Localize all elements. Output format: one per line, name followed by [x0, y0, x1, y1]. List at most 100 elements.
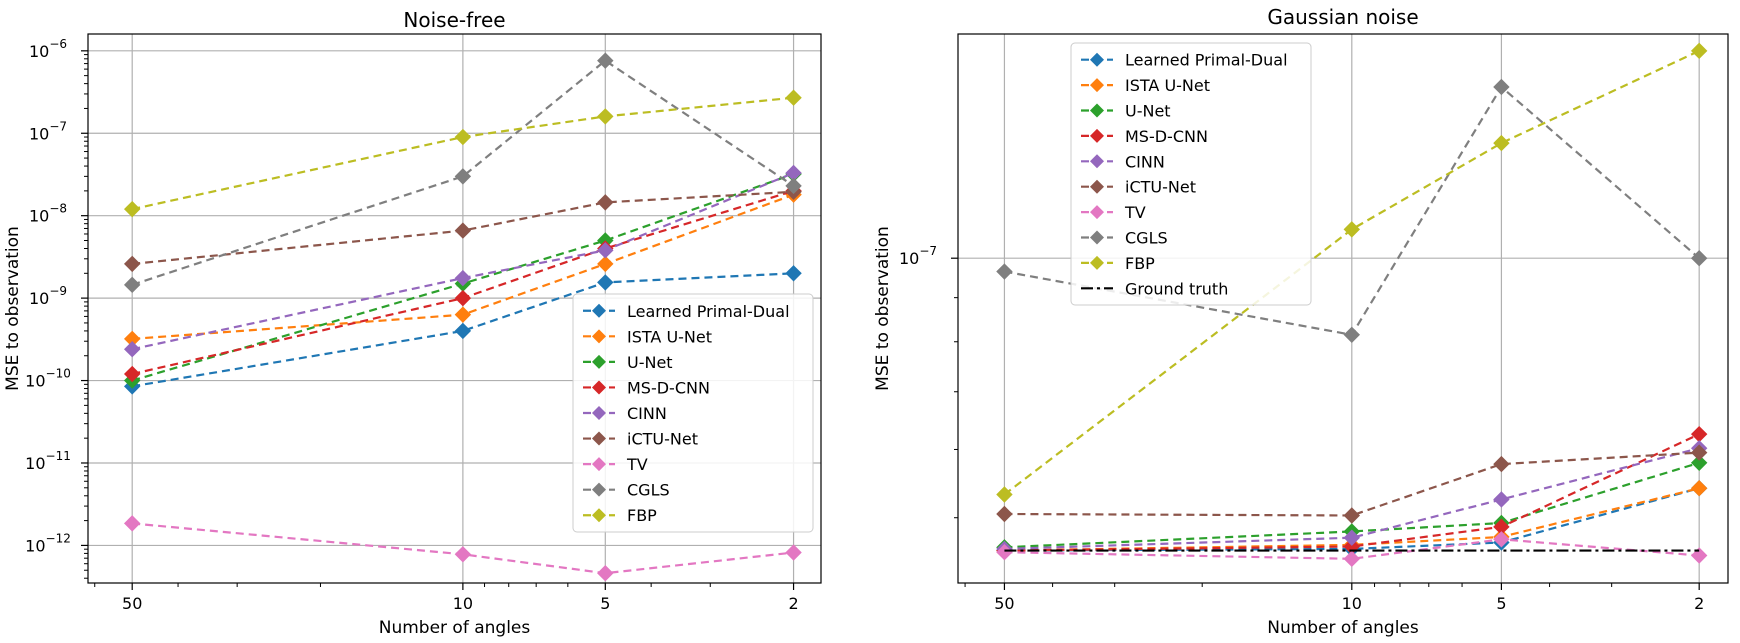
x-tick-label: 50 [994, 594, 1014, 613]
legend-item-ms-d-cnn: MS-D-CNN [583, 378, 710, 397]
series-line-tv [1004, 538, 1700, 560]
data-point-ms-d-cnn-2 [1690, 425, 1708, 443]
legend-item-u-net: U-Net [1081, 102, 1171, 121]
data-point-fbp-10 [1343, 221, 1361, 238]
data-point-tv-10 [454, 546, 472, 563]
data-point-ictu-net-2 [1690, 444, 1708, 461]
data-point-ista-u-net-2 [1690, 480, 1708, 497]
legend-marker [1090, 154, 1104, 169]
x-tick-label: 5 [1496, 594, 1506, 613]
data-point-ictu-net-50 [123, 255, 141, 273]
legend-item-tv: TV [583, 455, 648, 474]
chart-title: Gaussian noise [1267, 5, 1418, 29]
legend-marker [592, 406, 606, 420]
legend-marker [1090, 230, 1104, 245]
series-line-cinn [1004, 447, 1700, 551]
data-point-cgls-2 [1690, 249, 1708, 267]
legend-item-ground-truth: Ground truth [1081, 279, 1228, 298]
legend-marker [592, 380, 606, 395]
data-point-cinn-10 [454, 269, 472, 287]
legend-marker [1090, 103, 1104, 118]
x-tick-label: 5 [600, 594, 610, 613]
legend-label: Learned Primal-Dual [627, 302, 790, 321]
series-line-fbp [131, 96, 794, 211]
y-tick-label: 10−10 [25, 367, 71, 391]
data-point-fbp-50 [123, 200, 141, 218]
legend-item-fbp: FBP [1081, 254, 1155, 273]
legend-label: TV [626, 455, 648, 474]
legend-label: MS-D-CNN [627, 378, 710, 397]
series-ictu-net [996, 444, 1708, 524]
y-tick-label: 10−6 [29, 37, 67, 61]
legend-label: CINN [1125, 152, 1165, 171]
data-point-cinn-50 [123, 341, 141, 358]
legend-label: ISTA U-Net [627, 327, 712, 346]
series-line-u-net [131, 173, 794, 382]
series-tv [996, 531, 1708, 568]
y-tick-label: 10−9 [29, 284, 67, 308]
data-point-cinn-5 [597, 242, 614, 259]
y-axis-label: MSE to observation [3, 226, 23, 391]
data-point-ictu-net-50 [996, 505, 1013, 523]
y-tick-label: 10−12 [25, 531, 71, 555]
series-line-ictu-net [1004, 451, 1700, 517]
series-line-learned-primal-dual [1004, 487, 1700, 552]
x-tick-label: 2 [1694, 594, 1704, 613]
legend-item-cgls: CGLS [583, 481, 670, 500]
legend-item-ms-d-cnn: MS-D-CNN [1081, 127, 1208, 146]
legend-marker [592, 354, 606, 369]
x-tick-label: 10 [1342, 594, 1362, 613]
data-point-tv-10 [1343, 550, 1361, 568]
legend-label: Learned Primal-Dual [1125, 51, 1288, 70]
legend-label: CINN [627, 404, 667, 423]
series-learned-primal-dual [123, 265, 802, 395]
legend-label: MS-D-CNN [1125, 127, 1208, 146]
y-tick-label: 10−8 [29, 202, 67, 226]
series-line-ista-u-net [132, 193, 794, 341]
legend-item-ista-u-net: ISTA U-Net [1081, 76, 1210, 95]
series-line-cgls [131, 59, 795, 286]
data-point-ictu-net-5 [597, 194, 614, 211]
data-point-cgls-50 [123, 276, 141, 294]
legend-box [1070, 42, 1312, 306]
data-point-tv-2 [785, 544, 802, 561]
plot-frame [87, 33, 822, 584]
series-line-learned-primal-dual [132, 272, 794, 388]
legend-label: iCTU-Net [1125, 178, 1196, 197]
legend-label: CGLS [1125, 229, 1168, 248]
legend-label: U-Net [1125, 102, 1171, 121]
x-axis-label: Number of angles [1267, 618, 1419, 638]
legend-marker [592, 457, 606, 472]
data-point-learned-primal-dual-2 [785, 265, 802, 282]
legend-marker [592, 303, 606, 318]
x-axis-label: Number of angles [379, 618, 531, 638]
series-line-ms-d-cnn [1004, 433, 1700, 552]
legend-item-tv: TV [1081, 203, 1146, 222]
legend-label: FBP [1125, 254, 1155, 273]
legend-label: U-Net [627, 353, 673, 372]
plot-frame [957, 33, 1729, 584]
legend: Learned Primal-Dual ISTA U-Net U-Net MS-D-C… [572, 293, 814, 533]
legend: Learned Primal-Dual ISTA U-Net U-Net MS-D-C… [1070, 42, 1312, 306]
series-line-ictu-net [132, 190, 794, 266]
legend-item-fbp: FBP [583, 506, 657, 525]
legend-box [572, 293, 814, 533]
legend-marker [1090, 255, 1104, 270]
legend-item-cinn: CINN [1081, 152, 1165, 171]
series-line-tv [132, 522, 794, 575]
series-tv [123, 515, 802, 582]
legend-marker [592, 329, 606, 344]
legend-label: iCTU-Net [627, 430, 698, 449]
chart-gaussian-noise: 50 10 5 2 10−7 Gaussian noise Number of angles… [873, 5, 1729, 638]
legend-item-ictu-net: iCTU-Net [583, 430, 698, 449]
data-point-ista-u-net-10 [454, 306, 472, 323]
legend-marker [1090, 78, 1104, 93]
data-point-ictu-net-10 [454, 222, 472, 239]
series-line-fbp [1003, 49, 1700, 496]
legend-label: CGLS [627, 481, 670, 500]
data-point-fbp-2 [1690, 42, 1708, 60]
legend-marker [1090, 205, 1104, 220]
y-tick-label: 10−7 [899, 244, 937, 268]
data-point-tv-50 [123, 515, 141, 532]
